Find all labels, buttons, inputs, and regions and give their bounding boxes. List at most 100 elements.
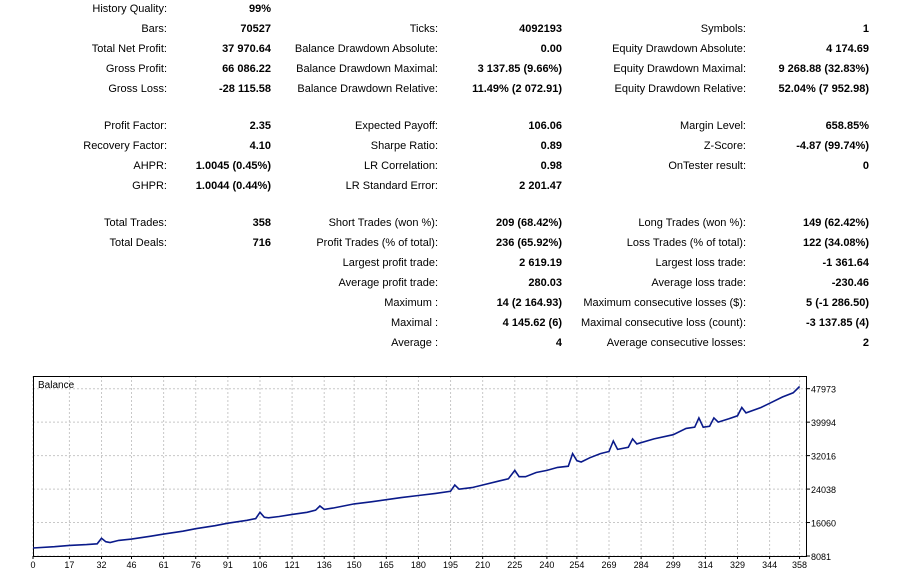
history-quality-label: History Quality: bbox=[92, 3, 167, 15]
long-trades-value: 149 (62.42%) bbox=[802, 217, 869, 229]
ahpr-value: 1.0045 (0.45%) bbox=[195, 160, 271, 172]
average-loss-value: -230.46 bbox=[831, 277, 869, 289]
x-tick-label: 165 bbox=[379, 560, 394, 570]
largest-loss-value: -1 361.64 bbox=[822, 257, 869, 269]
loss-trades-label: Loss Trades (% of total): bbox=[626, 237, 746, 249]
equity-dd-rel-label: Equity Drawdown Relative: bbox=[614, 83, 746, 95]
plot-area bbox=[33, 376, 806, 556]
x-tick-label: 91 bbox=[223, 560, 233, 570]
largest-profit-label: Largest profit trade: bbox=[342, 257, 438, 269]
maximum-value: 14 (2 164.93) bbox=[496, 297, 562, 309]
y-tick-label: 8081 bbox=[811, 552, 831, 562]
total-trades-label: Total Trades: bbox=[104, 217, 167, 229]
recovery-factor-value: 4.10 bbox=[249, 140, 271, 152]
bars-label: Bars: bbox=[141, 23, 167, 35]
equity-dd-abs-value: 4 174.69 bbox=[826, 43, 869, 55]
profit-trades-value: 236 (65.92%) bbox=[495, 237, 562, 249]
x-axis: 0 17 32 46 61 76 91 106 121 136 150 165 180 195 210 225… bbox=[30, 556, 807, 570]
equity-dd-abs-label: Equity Drawdown Absolute: bbox=[612, 43, 746, 55]
recovery-factor-label: Recovery Factor: bbox=[83, 140, 167, 152]
maximal-label: Maximal : bbox=[390, 317, 438, 329]
profit-factor-label: Profit Factor: bbox=[104, 120, 167, 132]
x-tick-label: 61 bbox=[159, 560, 169, 570]
z-score-label: Z-Score: bbox=[703, 140, 746, 152]
maximal-value: 4 145.62 (6) bbox=[502, 317, 562, 329]
ontester-value: 0 bbox=[862, 160, 869, 172]
equity-dd-rel-value: 52.04% (7 952.98) bbox=[778, 83, 869, 95]
x-tick-label: 180 bbox=[411, 560, 426, 570]
average-loss-label: Average loss trade: bbox=[651, 277, 746, 289]
sharpe-ratio-label: Sharpe Ratio: bbox=[370, 140, 438, 152]
x-tick-label: 254 bbox=[569, 560, 584, 570]
y-tick-label: 32016 bbox=[811, 452, 836, 462]
x-tick-label: 46 bbox=[126, 560, 136, 570]
lr-correlation-value: 0.98 bbox=[540, 160, 562, 172]
x-tick-label: 136 bbox=[317, 560, 332, 570]
balance-dd-abs-value: 0.00 bbox=[540, 43, 562, 55]
maximal-consec-loss-label: Maximal consecutive loss (count): bbox=[580, 317, 746, 329]
x-tick-label: 269 bbox=[601, 560, 616, 570]
bars-value: 70527 bbox=[240, 23, 271, 35]
symbols-value: 1 bbox=[862, 23, 869, 35]
chart-title: Balance bbox=[38, 380, 75, 391]
equity-dd-max-value: 9 268.88 (32.83%) bbox=[778, 63, 869, 75]
y-tick-label: 16060 bbox=[811, 519, 836, 529]
x-tick-label: 150 bbox=[347, 560, 362, 570]
expected-payoff-label: Expected Payoff: bbox=[355, 120, 438, 132]
history-quality-value: 99% bbox=[248, 3, 271, 15]
total-deals-label: Total Deals: bbox=[109, 237, 167, 249]
sharpe-ratio-value: 0.89 bbox=[540, 140, 562, 152]
long-trades-label: Long Trades (won %): bbox=[638, 217, 746, 229]
x-tick-label: 106 bbox=[252, 560, 267, 570]
balance-dd-max-label: Balance Drawdown Maximal: bbox=[296, 63, 438, 75]
x-tick-label: 344 bbox=[762, 560, 777, 570]
x-tick-label: 314 bbox=[698, 560, 713, 570]
x-tick-label: 121 bbox=[285, 560, 300, 570]
total-trades-value: 358 bbox=[252, 217, 271, 229]
lr-std-error-value: 2 201.47 bbox=[519, 180, 562, 192]
largest-profit-value: 2 619.19 bbox=[519, 257, 562, 269]
z-score-value: -4.87 (99.74%) bbox=[796, 140, 869, 152]
x-tick-label: 32 bbox=[97, 560, 107, 570]
average-value: 4 bbox=[555, 337, 562, 349]
maximal-consec-loss-value: -3 137.85 (4) bbox=[806, 317, 869, 329]
margin-level-value: 658.85% bbox=[825, 120, 869, 132]
balance-dd-rel-label: Balance Drawdown Relative: bbox=[297, 83, 438, 95]
total-net-profit-value: 37 970.64 bbox=[222, 43, 271, 55]
x-tick-label: 17 bbox=[64, 560, 74, 570]
profit-factor-value: 2.35 bbox=[249, 120, 271, 132]
average-label: Average : bbox=[391, 337, 438, 349]
expected-payoff-value: 106.06 bbox=[528, 120, 562, 132]
ghpr-label: GHPR: bbox=[132, 180, 167, 192]
ticks-label: Ticks: bbox=[409, 23, 438, 35]
ticks-value: 4092193 bbox=[519, 23, 562, 35]
average-profit-value: 280.03 bbox=[528, 277, 562, 289]
average-profit-label: Average profit trade: bbox=[338, 277, 438, 289]
profit-trades-label: Profit Trades (% of total): bbox=[316, 237, 438, 249]
y-axis: 8081 16060 24038 32016 39994 47973 bbox=[806, 385, 836, 562]
max-consec-losses-value: 5 (-1 286.50) bbox=[806, 297, 869, 309]
x-tick-label: 284 bbox=[634, 560, 649, 570]
margin-level-label: Margin Level: bbox=[679, 120, 746, 132]
avg-consec-losses-label: Average consecutive losses: bbox=[606, 337, 746, 349]
maximum-label: Maximum : bbox=[384, 297, 438, 309]
loss-trades-value: 122 (34.08%) bbox=[802, 237, 869, 249]
gross-profit-label: Gross Profit: bbox=[105, 63, 167, 75]
gross-loss-value: -28 115.58 bbox=[219, 83, 271, 95]
ahpr-label: AHPR: bbox=[133, 160, 167, 172]
x-tick-label: 0 bbox=[30, 560, 35, 570]
ghpr-value: 1.0044 (0.44%) bbox=[195, 180, 271, 192]
largest-loss-label: Largest loss trade: bbox=[655, 257, 747, 269]
y-tick-label: 47973 bbox=[811, 385, 836, 395]
y-tick-label: 39994 bbox=[811, 418, 836, 428]
x-tick-label: 195 bbox=[443, 560, 458, 570]
x-tick-label: 329 bbox=[730, 560, 745, 570]
plot-frame bbox=[33, 376, 807, 557]
lr-std-error-label: LR Standard Error: bbox=[345, 180, 438, 192]
ontester-label: OnTester result: bbox=[668, 160, 746, 172]
x-tick-label: 299 bbox=[666, 560, 681, 570]
balance-dd-max-value: 3 137.85 (9.66%) bbox=[477, 63, 562, 75]
lr-correlation-label: LR Correlation: bbox=[364, 160, 438, 172]
